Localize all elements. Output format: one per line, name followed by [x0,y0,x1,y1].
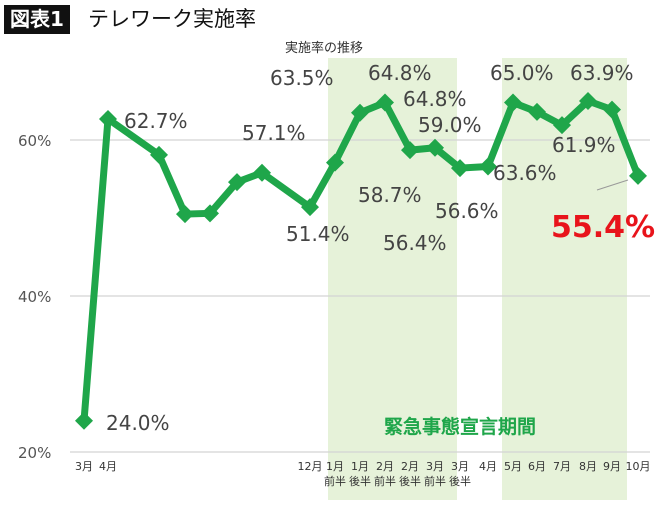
data-point [528,102,546,121]
data-point [504,93,522,112]
data-label: 62.7% [124,109,188,133]
data-label: 51.4% [286,222,350,246]
x-tick-label: 3月 [75,460,93,473]
data-point [553,116,571,135]
chart-title: 実施率の推移 [285,41,364,56]
data-label: 63.6% [493,161,557,185]
x-tick-sublabel: 前半 [424,474,446,488]
data-point [426,138,444,157]
x-tick-label: 9月 [603,460,621,473]
x-tick-label: 6月 [528,460,546,473]
x-tick-label: 2月 [401,460,419,473]
x-tick-label: 3月 [426,460,444,473]
data-point [451,159,469,178]
data-label: 61.9% [552,133,616,157]
data-point [176,205,194,224]
data-point [376,93,394,112]
y-tick-label: 40% [18,288,51,306]
x-tick-sublabel: 後半 [449,474,471,488]
x-tick-sublabel: 後半 [399,474,421,488]
highlight-data-label: 55.4% [551,210,655,245]
data-point [75,411,93,430]
data-label: 64.8% [368,61,432,85]
data-point [228,173,246,192]
data-point [401,141,419,160]
data-point [629,166,647,185]
data-point [201,204,219,223]
data-label: 24.0% [106,411,170,435]
data-label: 65.0% [490,61,554,85]
data-point [150,145,168,164]
x-tick-label: 5月 [504,460,522,473]
data-point [603,100,621,119]
data-point [479,157,497,176]
data-point [579,92,597,110]
data-label: 57.1% [242,121,306,145]
x-tick-label: 2月 [376,460,394,473]
x-tick-label: 4月 [479,460,497,473]
x-tick-label: 10月 [626,460,651,473]
x-tick-label: 12月 [298,460,323,473]
y-tick-label: 60% [18,132,51,150]
data-label: 63.9% [570,61,634,85]
x-tick-sublabel: 前半 [324,474,346,488]
x-tick-label: 1月 [326,460,344,473]
x-tick-label: 8月 [579,460,597,473]
data-label: 59.0% [418,113,482,137]
data-label: 56.6% [435,199,499,223]
x-tick-sublabel: 後半 [349,474,371,488]
data-point [351,103,369,122]
data-point [301,198,319,217]
data-label: 56.4% [383,231,447,255]
x-tick-label: 7月 [553,460,571,473]
x-tick-sublabel: 前半 [374,474,396,488]
data-label: 64.8% [403,87,467,111]
x-tick-label: 4月 [99,460,117,473]
x-tick-label: 1月 [351,460,369,473]
shaded-period-label: 緊急事態宣言期間 [384,415,536,438]
data-label: 63.5% [270,66,334,90]
data-point [326,153,344,172]
page-title: テレワーク実施率 [88,7,256,31]
y-tick-label: 20% [18,444,51,462]
data-point [99,109,117,128]
data-label: 58.7% [358,183,422,207]
x-tick-label: 3月 [451,460,469,473]
leader-line [596,179,629,191]
figure-badge: 図表1 [4,5,70,34]
data-point [253,163,271,182]
